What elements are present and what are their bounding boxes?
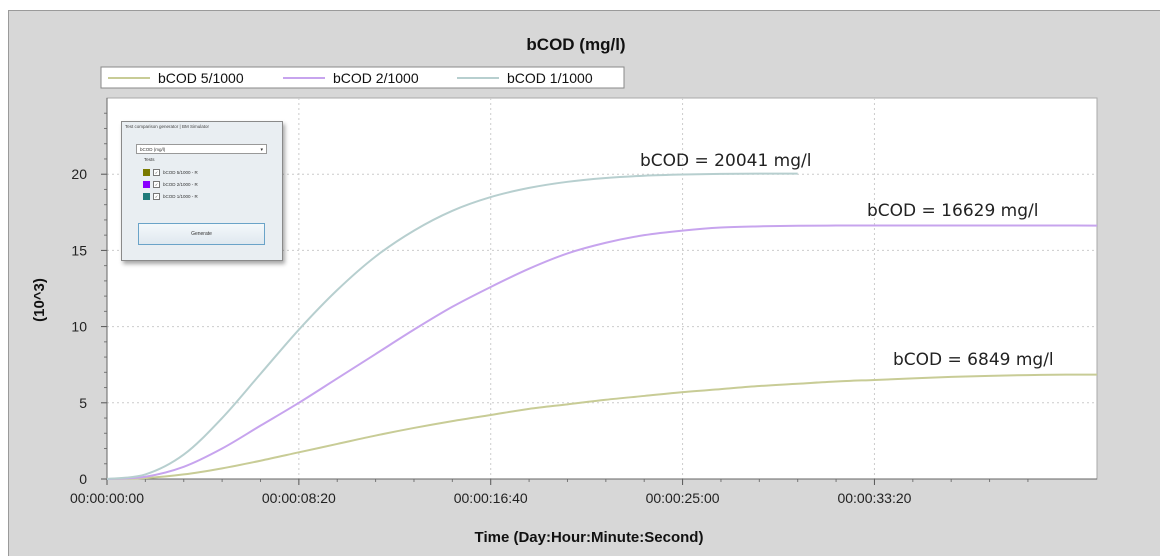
legend-box — [100, 66, 625, 89]
inset-test-row[interactable]: ✓ bCOD 1/1000 - R — [143, 192, 198, 200]
chart-title: bCOD (mg/l) — [526, 35, 625, 54]
inset-tests-label: Tests — [144, 157, 155, 162]
series-line-3 — [106, 172, 798, 480]
legend: bCOD 5/1000 bCOD 2/1000 bCOD 1/1000 — [100, 66, 625, 89]
inset-test-label: bCOD 5/1000 - R — [163, 169, 198, 175]
value-annotation: bCOD = 20041 mg/l — [640, 151, 811, 171]
value-annotation: bCOD = 16629 mg/l — [867, 201, 1038, 221]
y-tick-label: 5 — [79, 395, 87, 411]
value-annotation: bCOD = 6849 mg/l — [893, 350, 1054, 370]
color-swatch — [143, 192, 150, 200]
inset-test-row[interactable]: ✓ bCOD 5/1000 - R — [143, 168, 198, 176]
x-tick-label: 00:00:00:00 — [70, 490, 144, 506]
legend-label: bCOD 1/1000 — [507, 70, 593, 86]
annotations: bCOD = 20041 mg/l bCOD = 16629 mg/l bCOD =… — [640, 151, 1054, 370]
x-tick-label: 00:00:16:40 — [454, 490, 528, 506]
x-tick-label: 00:00:33:20 — [837, 490, 911, 506]
legend-label: bCOD 5/1000 — [158, 70, 244, 86]
series-line-1 — [106, 373, 1098, 480]
checkbox[interactable]: ✓ — [153, 180, 160, 188]
color-swatch — [143, 168, 150, 176]
y-tick-label: 10 — [71, 319, 87, 335]
inset-test-row[interactable]: ✓ bCOD 2/1000 - R — [143, 180, 198, 188]
inset-test-label: bCOD 2/1000 - R — [163, 181, 198, 187]
color-swatch — [143, 180, 150, 188]
inset-select[interactable]: bCOD (mg/l) ▾ — [136, 144, 267, 154]
inset-select-value: bCOD (mg/l) — [140, 147, 166, 152]
series-lines — [106, 172, 1098, 480]
checkbox[interactable]: ✓ — [153, 192, 160, 200]
y-tick-label: 0 — [79, 471, 87, 487]
checkbox[interactable]: ✓ — [153, 168, 160, 176]
inset-test-label: bCOD 1/1000 - R — [163, 193, 198, 199]
series-line-2 — [106, 224, 1098, 480]
generate-button[interactable]: Generate — [138, 223, 265, 245]
x-tick-label: 00:00:08:20 — [262, 490, 336, 506]
x-axis-label: Time (Day:Hour:Minute:Second) — [475, 529, 704, 546]
y-tick-label: 15 — [71, 242, 87, 258]
y-axis-label: (10^3) — [31, 278, 48, 322]
legend-label: bCOD 2/1000 — [333, 70, 419, 86]
x-tick-label: 00:00:25:00 — [646, 490, 720, 506]
y-tick-label: 20 — [71, 166, 87, 182]
axes: 00:00:00:00 00:00:08:20 00:00:16:40 00:00:2… — [70, 98, 1097, 506]
chevron-down-icon: ▾ — [260, 147, 263, 153]
inset-window-screenshot: Test comparison generator | BM Simulator… — [121, 121, 283, 261]
inset-title: Test comparison generator | BM Simulator — [125, 124, 209, 129]
